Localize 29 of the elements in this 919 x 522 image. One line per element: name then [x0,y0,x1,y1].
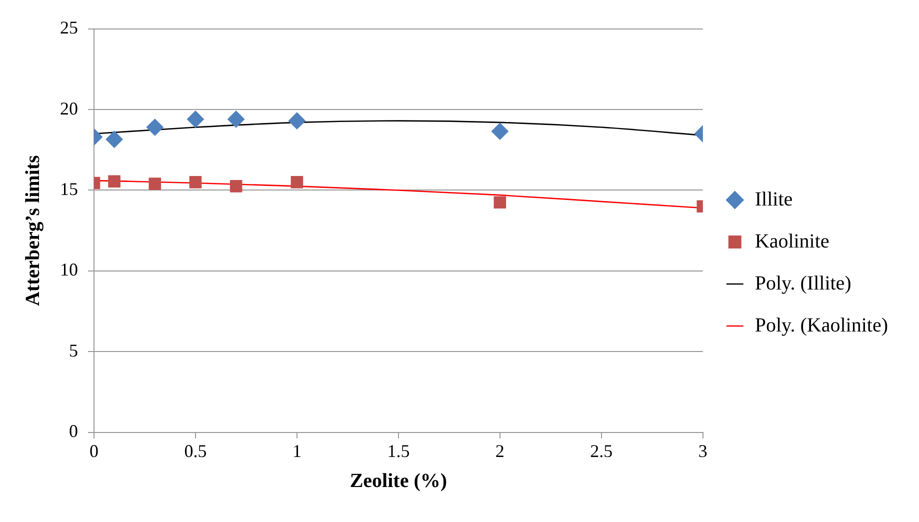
x-tick-label: 2.5 [590,440,613,461]
y-axis-title: Atterberg’s limits [22,154,44,306]
point [106,130,123,148]
point [146,118,164,136]
legend-label: Poly. (Kaolinite) [754,314,888,336]
y-tick-label: 15 [60,178,78,199]
y-tick-label: 0 [69,421,78,442]
y-tick-label: 20 [60,98,78,118]
x-axis-title: Zeolite (%) [350,470,448,492]
x-tick-label: 3 [698,440,708,461]
point [230,180,242,192]
legend-label: Kaolinite [754,230,830,252]
y-tick-label: 25 [60,18,78,38]
point [148,178,162,190]
x-tick-label: 2 [495,440,504,461]
x-tick-label: 1.5 [387,440,410,461]
point [108,175,120,188]
legend-label: Poly. (Illite) [754,272,852,294]
x-tick-label: 0 [90,440,98,461]
point [189,176,202,188]
legend-label: Illite [754,188,793,210]
point [228,110,245,128]
y-tick-label: 5 [69,340,78,360]
x-tick-label: 1 [292,440,302,461]
x-tick-label: 0.5 [184,440,207,461]
y-tick-label: 10 [60,260,78,280]
point [290,176,304,188]
point [288,112,306,130]
point [186,110,204,128]
